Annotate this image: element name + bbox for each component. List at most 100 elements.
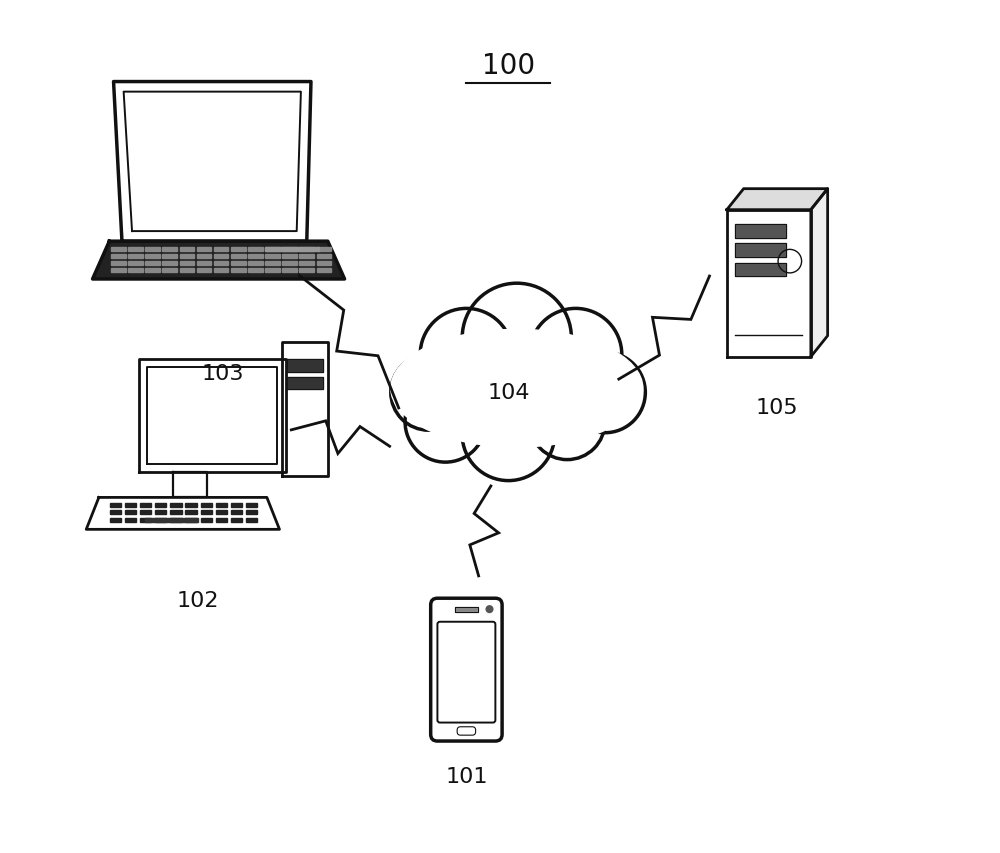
Bar: [265, 247, 319, 252]
Bar: [248, 255, 263, 259]
Bar: [197, 247, 211, 252]
FancyBboxPatch shape: [457, 727, 476, 735]
Bar: [170, 503, 182, 507]
Polygon shape: [124, 92, 301, 232]
Bar: [145, 247, 160, 252]
Polygon shape: [735, 244, 786, 258]
Circle shape: [420, 309, 513, 401]
Bar: [180, 262, 194, 266]
Bar: [162, 269, 177, 273]
Bar: [110, 503, 121, 507]
Bar: [317, 269, 331, 273]
Polygon shape: [287, 378, 323, 390]
Bar: [216, 519, 227, 522]
Bar: [170, 511, 182, 514]
Bar: [231, 255, 246, 259]
Bar: [185, 519, 197, 522]
Bar: [248, 269, 263, 273]
Bar: [231, 519, 242, 522]
Bar: [162, 247, 177, 252]
Text: 104: 104: [487, 383, 530, 403]
Bar: [231, 503, 242, 507]
Polygon shape: [139, 359, 286, 473]
Bar: [162, 255, 177, 259]
Polygon shape: [727, 211, 811, 357]
Polygon shape: [147, 368, 277, 464]
Bar: [128, 262, 143, 266]
Polygon shape: [735, 264, 786, 276]
Bar: [231, 511, 242, 514]
Bar: [214, 262, 228, 266]
Bar: [248, 247, 263, 252]
Bar: [125, 519, 136, 522]
Text: 105: 105: [756, 397, 799, 417]
Bar: [214, 255, 228, 259]
Bar: [299, 269, 314, 273]
Bar: [197, 269, 211, 273]
Bar: [180, 247, 194, 252]
Bar: [185, 503, 197, 507]
Bar: [180, 255, 194, 259]
Bar: [110, 511, 121, 514]
Bar: [216, 511, 227, 514]
Text: 102: 102: [176, 590, 219, 610]
Bar: [214, 269, 228, 273]
Circle shape: [565, 352, 645, 433]
Bar: [246, 511, 257, 514]
Bar: [317, 262, 331, 266]
FancyBboxPatch shape: [437, 622, 495, 722]
Bar: [145, 262, 160, 266]
Text: 100: 100: [482, 52, 535, 79]
Text: 103: 103: [202, 363, 244, 384]
Bar: [111, 247, 126, 252]
Polygon shape: [727, 189, 828, 211]
Bar: [197, 262, 211, 266]
Ellipse shape: [374, 313, 660, 464]
Bar: [201, 519, 212, 522]
Circle shape: [529, 385, 605, 460]
Bar: [197, 255, 211, 259]
Bar: [185, 511, 197, 514]
Bar: [265, 255, 280, 259]
Bar: [299, 255, 314, 259]
Bar: [155, 519, 166, 522]
Bar: [155, 511, 166, 514]
Bar: [231, 262, 246, 266]
Polygon shape: [93, 242, 345, 280]
Circle shape: [486, 606, 493, 612]
Bar: [246, 519, 257, 522]
Bar: [246, 503, 257, 507]
Bar: [111, 262, 126, 266]
Polygon shape: [455, 607, 478, 612]
Bar: [265, 247, 280, 252]
FancyBboxPatch shape: [431, 599, 502, 741]
Ellipse shape: [391, 330, 643, 448]
Bar: [282, 269, 297, 273]
Polygon shape: [735, 225, 786, 238]
Bar: [317, 247, 331, 252]
Bar: [317, 255, 331, 259]
Bar: [128, 247, 143, 252]
Polygon shape: [811, 189, 828, 357]
Bar: [125, 511, 136, 514]
Bar: [110, 519, 121, 522]
Polygon shape: [114, 83, 311, 242]
Bar: [128, 255, 143, 259]
Bar: [111, 269, 126, 273]
Circle shape: [529, 309, 622, 401]
Bar: [145, 269, 160, 273]
Polygon shape: [282, 343, 328, 477]
Bar: [162, 262, 177, 266]
Bar: [145, 255, 160, 259]
Bar: [201, 503, 212, 507]
Polygon shape: [86, 498, 279, 530]
Circle shape: [462, 389, 555, 481]
Bar: [265, 262, 280, 266]
Bar: [282, 247, 297, 252]
Polygon shape: [287, 360, 323, 372]
Text: 101: 101: [445, 766, 488, 786]
Bar: [265, 269, 280, 273]
Circle shape: [405, 382, 486, 462]
Bar: [214, 247, 228, 252]
Bar: [201, 511, 212, 514]
